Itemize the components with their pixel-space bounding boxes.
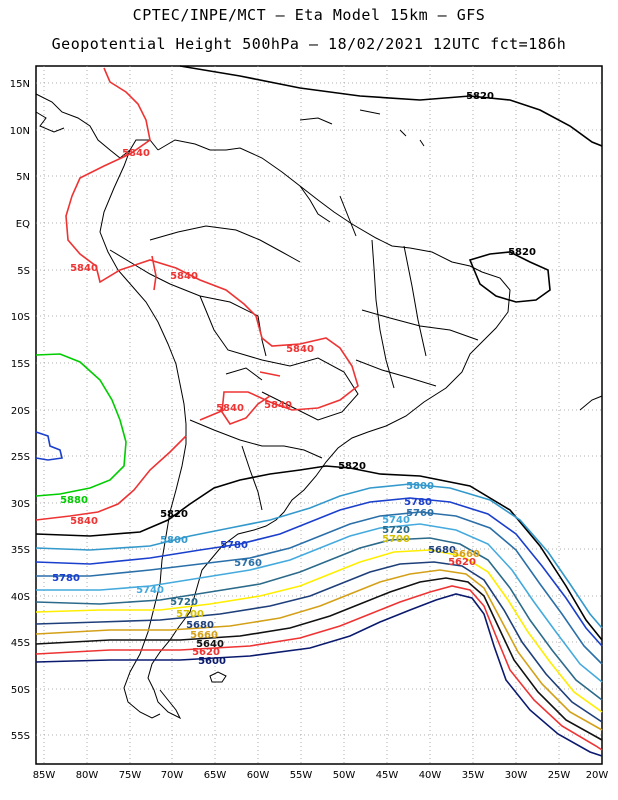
lon-label: 55W — [290, 770, 313, 781]
map-title-line-2: Geopotential Height 500hPa – 18/02/2021 … — [51, 35, 567, 53]
contour-5620-line — [35, 585, 603, 751]
contour-label-5840: 5840 — [70, 263, 98, 274]
west-coast-outline — [99, 149, 187, 719]
contour-5660-line — [35, 569, 603, 731]
contour-label-5680: 5680 — [186, 620, 214, 631]
contour-5840-line — [35, 67, 359, 521]
lon-label: 45W — [376, 770, 399, 781]
lon-label: 75W — [119, 770, 142, 781]
contour-5600-line — [35, 593, 603, 757]
contour-5680-line — [35, 561, 603, 723]
contour-5880-line — [35, 353, 127, 497]
contour-label-5820: 5820 — [338, 461, 366, 472]
contour-label-5780: 5780 — [220, 540, 248, 551]
contour-5820-line — [35, 65, 603, 641]
lat-label: 40S — [11, 592, 30, 603]
yucatan-outline — [35, 111, 65, 133]
latitude-labels: 15N 10N 5N EQ 5S 10S 15S 20S 25S 30S 35S… — [10, 79, 30, 742]
contour-5820-brazil-coast — [468, 251, 551, 303]
contour-5800-line — [35, 483, 603, 629]
contour-5760-line — [36, 511, 603, 665]
central-america-outline — [35, 93, 159, 159]
lon-label: 35W — [462, 770, 485, 781]
contour-lines — [35, 65, 603, 757]
contour-5640-line — [35, 577, 603, 741]
lon-label: 30W — [505, 770, 528, 781]
lat-label: 30S — [11, 499, 30, 510]
caribbean-islands — [299, 109, 425, 147]
lon-label: 60W — [247, 770, 270, 781]
lat-label: 10S — [11, 312, 30, 323]
lat-label: 15N — [10, 79, 30, 90]
contour-5780-line — [35, 497, 603, 647]
contour-label-5720: 5720 — [170, 597, 198, 608]
falklands-outline — [209, 671, 227, 683]
contour-label-5700: 5700 — [176, 609, 204, 620]
contour-label-5660: 5660 — [452, 549, 480, 560]
contour-label-5840: 5840 — [70, 516, 98, 527]
contour-label-5600: 5600 — [198, 656, 226, 667]
lon-label: 85W — [33, 770, 56, 781]
country-borders — [109, 185, 479, 511]
lon-label: 40W — [419, 770, 442, 781]
contour-label-5820: 5820 — [160, 509, 188, 520]
contour-label-5840: 5840 — [216, 403, 244, 414]
contour-labels: 5880 5840 5840 5840 5840 5840 5840 5840 … — [52, 91, 536, 667]
contour-label-5840: 5840 — [170, 271, 198, 282]
lat-label: 35S — [11, 545, 30, 556]
contour-label-5760: 5760 — [406, 508, 434, 519]
contour-label-5820: 5820 — [466, 91, 494, 102]
contour-label-5820: 5820 — [508, 247, 536, 258]
contour-label-5640: 5640 — [196, 639, 224, 650]
lon-label: 70W — [161, 770, 184, 781]
contour-5740-line — [36, 523, 603, 683]
contour-label-5800: 5800 — [160, 535, 188, 546]
lat-label: 10N — [10, 126, 30, 137]
lat-label: 5S — [17, 266, 30, 277]
lat-label: 20S — [11, 406, 30, 417]
lat-label: 25S — [11, 452, 30, 463]
contour-label-5840: 5840 — [264, 400, 292, 411]
contour-label-5840: 5840 — [286, 344, 314, 355]
map-title-line-1: CPTEC/INPE/MCT – Eta Model 15km – GFS — [132, 6, 486, 24]
lat-label: 55S — [11, 731, 30, 742]
contour-label-5800: 5800 — [406, 481, 434, 492]
contour-label-5780: 5780 — [404, 497, 432, 508]
lat-label: 15S — [11, 359, 30, 370]
contour-label-5720: 5720 — [382, 525, 410, 536]
lon-label: 25W — [548, 770, 571, 781]
contour-label-5700: 5700 — [382, 534, 410, 545]
lat-label: 5N — [16, 172, 30, 183]
lon-label: 65W — [204, 770, 227, 781]
contour-label-5620: 5620 — [192, 647, 220, 658]
contour-5700-line — [35, 549, 603, 713]
coastlines-and-borders — [35, 93, 603, 720]
contour-label-5760: 5760 — [234, 558, 262, 569]
contour-label-5740: 5740 — [382, 515, 410, 526]
contour-5720-line — [35, 537, 603, 701]
lon-label: 80W — [76, 770, 99, 781]
contour-5880-closed — [35, 431, 63, 461]
gridlines — [36, 66, 602, 764]
lat-label: 45S — [11, 638, 30, 649]
lat-label: 50S — [11, 685, 30, 696]
africa-edge — [579, 395, 603, 411]
contour-label-5660: 5660 — [190, 630, 218, 641]
longitude-labels: 85W 80W 75W 70W 65W 60W 55W 50W 45W 40W … — [33, 770, 609, 781]
contour-label-5780: 5780 — [52, 573, 80, 584]
contour-label-5880: 5880 — [60, 495, 88, 506]
contour-label-5680: 5680 — [428, 545, 456, 556]
contour-label-5840: 5840 — [122, 148, 150, 159]
lon-label: 50W — [333, 770, 356, 781]
lat-label: EQ — [16, 219, 30, 230]
south-america-outline — [147, 139, 511, 720]
lon-label: 20W — [586, 770, 609, 781]
contour-label-5740: 5740 — [136, 585, 164, 596]
contour-label-5620: 5620 — [448, 557, 476, 568]
